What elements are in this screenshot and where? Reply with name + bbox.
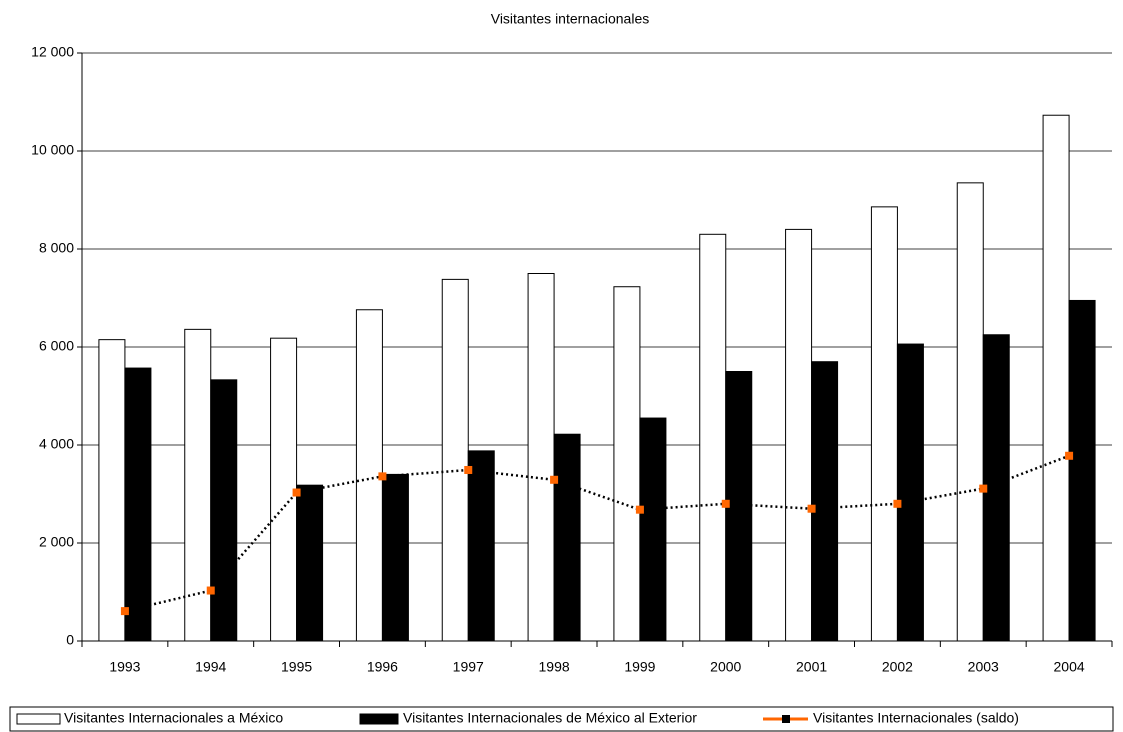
bar: [296, 484, 324, 642]
bar: [210, 379, 238, 642]
marker: [378, 472, 387, 481]
legend-swatch: [16, 713, 61, 725]
marker: [120, 607, 129, 616]
x-tick-label: 2000: [710, 659, 741, 675]
y-tick-label: 10 000: [31, 142, 74, 158]
x-tick-label: 2003: [968, 659, 999, 675]
x-tick-label: 1997: [453, 659, 484, 675]
bar: [699, 233, 727, 642]
marker: [1065, 451, 1074, 460]
line: [124, 454, 1070, 613]
legend-label: Visitantes Internacionales (saldo): [813, 710, 1019, 726]
legend-marker: [782, 715, 790, 723]
bar: [467, 450, 495, 642]
bar: [639, 417, 667, 642]
bar: [441, 278, 469, 642]
marker: [721, 499, 730, 508]
x-tick-label: 2004: [1054, 659, 1085, 675]
x-tick-label: 1998: [539, 659, 570, 675]
bar: [1042, 114, 1070, 642]
bar: [811, 361, 839, 642]
y-tick-label: 8 000: [39, 240, 74, 256]
marker: [979, 484, 988, 493]
marker: [464, 465, 473, 474]
legend-label: Visitantes Internacionales de México al …: [403, 710, 697, 726]
marker: [635, 505, 644, 514]
x-tick-label: 1995: [281, 659, 312, 675]
bar: [896, 343, 924, 642]
bar: [124, 367, 152, 642]
chart-title: Visitantes internacionales: [491, 11, 650, 27]
y-tick-label: 4 000: [39, 436, 74, 452]
marker: [206, 586, 215, 595]
bar: [381, 473, 409, 642]
bar: [98, 339, 126, 642]
x-tick-label: 1999: [624, 659, 655, 675]
x-tick-label: 1996: [367, 659, 398, 675]
x-tick-label: 2001: [796, 659, 827, 675]
marker: [807, 504, 816, 513]
legend-label: Visitantes Internacionales a México: [64, 710, 283, 726]
bar: [527, 273, 555, 642]
x-tick-label: 1994: [195, 659, 226, 675]
marker: [550, 475, 559, 484]
bar: [956, 182, 984, 642]
x-tick-label: 1993: [109, 659, 140, 675]
x-tick-label: 2002: [882, 659, 913, 675]
bar: [184, 328, 212, 642]
bar: [870, 206, 898, 642]
bar: [785, 228, 813, 642]
marker: [893, 499, 902, 508]
bar: [1068, 299, 1096, 642]
y-tick-label: 12 000: [31, 44, 74, 60]
bar: [553, 433, 581, 642]
legend-swatch: [359, 713, 399, 725]
bar: [613, 286, 641, 642]
y-tick-label: 2 000: [39, 534, 74, 550]
marker: [292, 488, 301, 497]
y-tick-label: 0: [66, 632, 74, 648]
legend-box: [9, 706, 1114, 732]
y-tick-label: 6 000: [39, 338, 74, 354]
bar: [982, 334, 1010, 642]
